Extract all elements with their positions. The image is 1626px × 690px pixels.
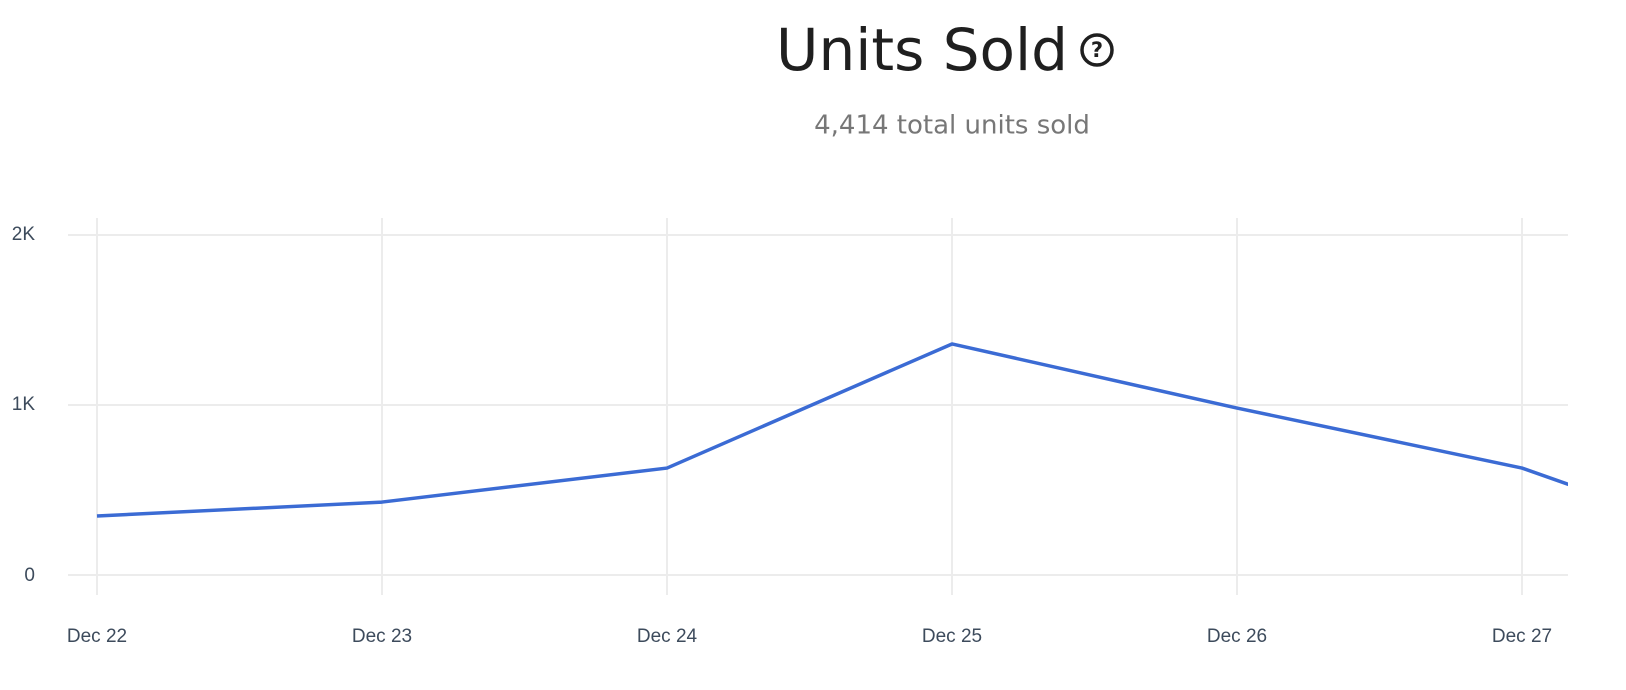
x-tick-label: Dec 27 bbox=[1492, 626, 1552, 647]
x-tick-label: Dec 22 bbox=[67, 626, 127, 647]
y-tick-label: 0 bbox=[24, 565, 35, 586]
plot bbox=[68, 218, 1568, 595]
help-icon[interactable]: ? bbox=[1080, 33, 1114, 67]
y-tick-label: 2K bbox=[12, 224, 36, 245]
x-tick-label: Dec 25 bbox=[922, 626, 982, 647]
svg-text:?: ? bbox=[1091, 38, 1103, 62]
line-series bbox=[96, 342, 1568, 518]
x-tick-label: Dec 24 bbox=[637, 626, 698, 647]
x-tick-label: Dec 23 bbox=[352, 626, 412, 647]
y-tick-label: 1K bbox=[12, 394, 36, 415]
chart-subtitle: 4,414 total units sold bbox=[814, 111, 1090, 141]
chart-title: Units Sold bbox=[776, 16, 1068, 84]
x-tick-label: Dec 26 bbox=[1207, 626, 1267, 647]
